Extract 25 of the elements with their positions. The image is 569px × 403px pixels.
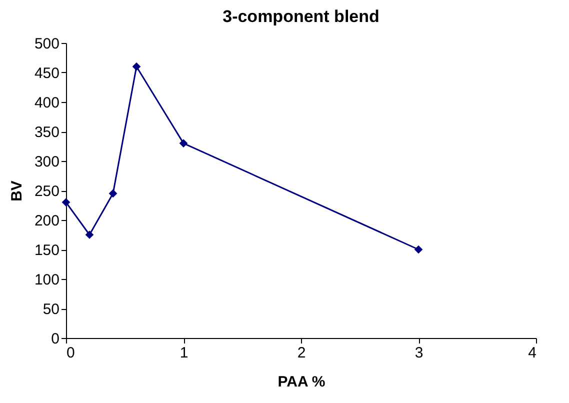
x-tick-label: 2	[297, 344, 306, 362]
point	[85, 230, 94, 239]
point	[179, 139, 188, 148]
y-tick-label: 250	[34, 183, 60, 200]
y-tick-label: 150	[34, 242, 60, 259]
x-tick-label: 3	[414, 344, 424, 362]
y-tick-label: 100	[34, 272, 60, 288]
point	[132, 62, 141, 71]
y-tick-label: 350	[34, 124, 60, 141]
point	[62, 198, 70, 206]
y-tick-label: 300	[34, 154, 60, 170]
x-tick-label: 1	[180, 344, 188, 362]
y-tick-label: 450	[34, 65, 60, 82]
y-axis-title: BV	[8, 180, 26, 202]
y-tick-label: 0	[51, 330, 60, 348]
x-tick-label: 4	[528, 344, 536, 362]
x-tick-label: 0	[66, 344, 75, 362]
y-tick-label: 200	[34, 212, 60, 230]
point	[414, 245, 423, 254]
y-tick-label: 50	[42, 301, 60, 318]
point	[108, 189, 118, 198]
chart-title: 3-component blend	[222, 7, 380, 26]
y-tick-label: 400	[34, 94, 60, 112]
x-axis-title: PAA %	[278, 374, 326, 390]
y-tick-label: 500	[34, 36, 60, 52]
